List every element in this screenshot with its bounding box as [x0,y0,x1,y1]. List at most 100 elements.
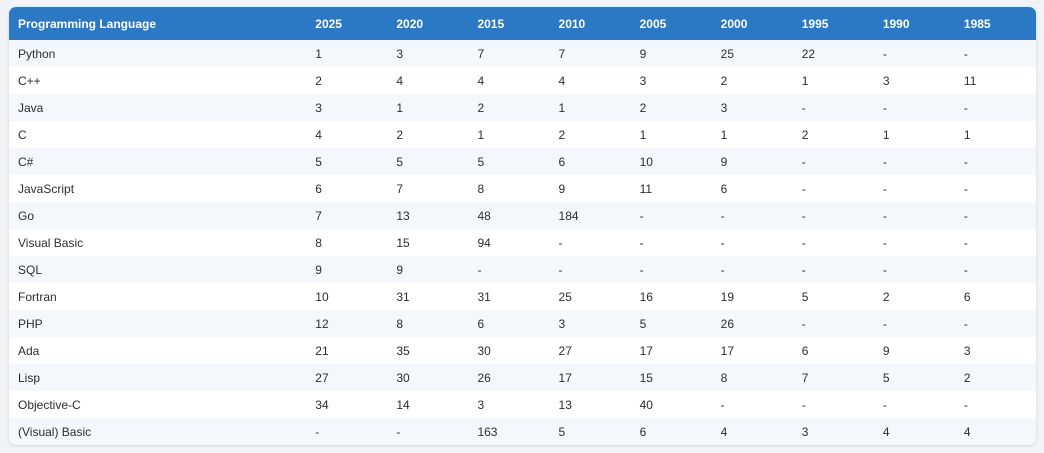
rank-cell: 9 [315,262,322,277]
rank-cell: - [477,262,482,277]
rank-cell: - [963,154,968,169]
rank-cell: - [882,397,887,412]
column-header-language[interactable]: Programming Language [18,16,157,31]
rank-cell: 19 [720,289,735,304]
rank-cell: 4 [720,424,728,439]
table-header-row: Programming Language 2025 2020 2015 2010 2005… [9,7,1036,40]
rank-cell: 7 [477,46,485,61]
table-row: C 4 2 1 2 1 1 2 1 1 [9,121,1036,148]
column-header-year-2005[interactable]: 2005 [639,16,667,31]
rank-cell: 9 [639,46,647,61]
rank-cell: 3 [396,46,404,61]
rank-cell: 2 [882,289,890,304]
language-name-cell: C++ [18,73,41,88]
column-header-year-2020[interactable]: 2020 [396,16,424,31]
table-row: JavaScript 6 7 8 9 11 6 - - - [9,175,1036,202]
rank-cell: - [963,46,968,61]
rank-cell: 9 [882,343,890,358]
language-name-cell: (Visual) Basic [18,424,92,439]
rank-cell: 30 [477,343,491,358]
rank-cell: 17 [639,343,653,358]
rank-cell: 31 [477,289,491,304]
rank-cell: 26 [477,370,491,385]
rank-cell: 21 [315,343,329,358]
rank-cell: 6 [639,424,647,439]
rank-cell: 3 [963,343,971,358]
language-name-cell: Go [18,208,35,223]
rank-cell: 3 [720,100,728,115]
rank-cell: 2 [315,73,322,88]
rank-cell: 1 [558,100,566,115]
rank-cell: 1 [639,127,647,142]
rank-cell: 3 [639,73,647,88]
rank-cell: 5 [882,370,890,385]
rank-cell: - [801,235,806,250]
rank-cell: 5 [558,424,566,439]
rank-cell: - [882,316,887,331]
rank-cell: 94 [477,235,491,250]
rank-cell: 3 [477,397,485,412]
rank-cell: 6 [720,181,728,196]
rank-cell: - [639,262,644,277]
rank-cell: - [963,181,968,196]
rank-cell: 163 [477,424,498,439]
rank-cell: 13 [396,208,410,223]
rank-cell: 34 [315,397,329,412]
rank-cell: 26 [720,316,735,331]
rank-cell: 2 [477,100,485,115]
column-header-year-2025[interactable]: 2025 [315,16,342,31]
rank-cell: - [882,154,887,169]
rank-cell: 6 [477,316,485,331]
rank-cell: 8 [396,316,404,331]
rank-cell: - [963,100,968,115]
table-row: Visual Basic 8 15 94 - - - - - - [9,229,1036,256]
rank-cell: 4 [558,73,566,88]
column-header-year-1990[interactable]: 1990 [882,16,910,31]
rank-cell: 1 [315,46,322,61]
rank-cell: 1 [963,127,971,142]
rank-cell: 9 [396,262,404,277]
rank-cell: - [801,154,806,169]
rank-cell: 2 [639,100,647,115]
rank-cell: - [882,181,887,196]
language-name-cell: Ada [18,343,40,358]
column-header-year-2010[interactable]: 2010 [558,16,586,31]
table-row: Fortran 10 31 31 25 16 19 5 2 6 [9,283,1036,310]
table-row: PHP 12 8 6 3 5 26 - - - [9,310,1036,337]
language-name-cell: Visual Basic [18,235,84,250]
rank-cell: 4 [963,424,971,439]
rank-cell: 2 [801,127,809,142]
rank-cell: - [720,208,725,223]
rank-cell: 6 [558,154,566,169]
rank-cell: 15 [639,370,653,385]
rank-cell: - [639,235,644,250]
rank-cell: 2 [396,127,404,142]
rank-cell: 17 [558,370,572,385]
table-row: Objective-C 34 14 3 13 40 - - - - [9,391,1036,418]
rank-cell: - [882,262,887,277]
column-header-year-2000[interactable]: 2000 [720,16,748,31]
rank-cell: - [882,235,887,250]
table-row: Ada 21 35 30 27 17 17 6 9 3 [9,337,1036,364]
rank-cell: 7 [801,370,809,385]
rank-cell: - [720,397,725,412]
column-header-year-2015[interactable]: 2015 [477,16,505,31]
language-name-cell: Fortran [18,289,57,304]
column-header-year-1995[interactable]: 1995 [801,16,829,31]
rank-cell: 35 [396,343,410,358]
rank-cell: 10 [315,289,329,304]
rank-cell: - [396,424,401,439]
rank-cell: - [963,316,968,331]
rank-cell: 11 [639,181,653,196]
rank-cell: 31 [396,289,410,304]
table-row: Lisp 27 30 26 17 15 8 7 5 2 [9,364,1036,391]
rank-cell: 2 [558,127,566,142]
column-header-year-1985[interactable]: 1985 [963,16,991,31]
rank-cell: 27 [558,343,572,358]
table-row: C# 5 5 5 6 10 9 - - - [9,148,1036,175]
table-row: Go 7 13 48 184 - - - - - [9,202,1036,229]
table-row: (Visual) Basic - - 163 5 6 4 3 4 4 [9,418,1036,445]
rank-cell: 16 [639,289,653,304]
rank-cell: 30 [396,370,410,385]
rank-cell: 15 [396,235,410,250]
